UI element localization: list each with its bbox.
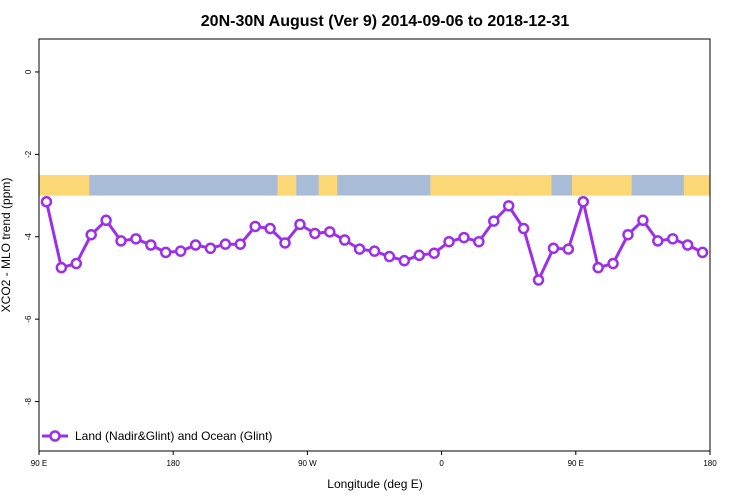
data-point-27: [443, 235, 455, 248]
x-tick-label-1: 180: [167, 459, 181, 468]
map-land-0: [39, 174, 90, 196]
data-point-40: [637, 214, 649, 227]
data-point-9: [174, 245, 187, 257]
data-point-42: [666, 233, 679, 245]
data-point-25: [413, 249, 425, 262]
data-point-3: [85, 228, 97, 241]
chart-title: 20N-30N August (Ver 9) 2014-09-06 to 201…: [201, 13, 570, 30]
data-point-6: [130, 233, 142, 245]
x-axis-label: Longitude (deg E): [327, 477, 422, 491]
data-point-11: [204, 242, 217, 255]
x-tick-label-5: 180: [703, 459, 717, 468]
data-point-36: [577, 195, 590, 208]
data-point-31: [502, 200, 515, 212]
data-point-12: [219, 238, 232, 250]
legend-marker: [49, 430, 61, 442]
y-axis: 0 -2 -4 -6 -8: [24, 69, 39, 405]
x-tick-label-4: 90 E: [568, 459, 584, 468]
data-point-18: [309, 227, 321, 240]
data-point-20: [338, 234, 351, 246]
data-point-37: [592, 261, 604, 274]
data-point-38: [607, 257, 619, 270]
x-axis: 90 E 180 90 W 0 90 E 180: [31, 451, 717, 468]
data-point-2: [70, 257, 83, 270]
data-point-32: [517, 222, 530, 235]
data-point-35: [562, 243, 575, 255]
legend: Land (Nadir&Glint) and Ocean (Glint): [42, 429, 272, 443]
map-land-2: [318, 174, 338, 196]
data-point-0: [40, 195, 53, 208]
data-point-33: [532, 274, 545, 286]
world-map-strip: [39, 174, 710, 196]
data-point-29: [473, 235, 485, 248]
data-point-19: [324, 226, 336, 238]
x-tick-label-3: 0: [439, 459, 444, 468]
y-tick-label-3: -6: [24, 315, 33, 323]
data-point-4: [100, 214, 112, 227]
data-point-39: [622, 228, 634, 241]
data-point-22: [368, 245, 381, 257]
data-point-43: [681, 239, 694, 251]
y-tick-label-1: -2: [24, 150, 33, 158]
map-land-5: [683, 174, 710, 196]
data-point-7: [145, 239, 157, 251]
data-point-28: [458, 231, 470, 244]
series-layer: [40, 195, 709, 286]
y-tick-label-0: 0: [24, 69, 33, 74]
x-tick-label-2: 90 W: [298, 459, 317, 468]
data-point-10: [189, 239, 202, 251]
plot-frame: [38, 38, 711, 452]
data-point-24: [398, 254, 411, 267]
y-axis-label: XCO2 - MLO trend (ppm): [0, 178, 13, 313]
data-point-8: [159, 246, 172, 259]
data-point-26: [428, 247, 440, 259]
data-point-16: [279, 237, 291, 249]
y-tick-label-2: -4: [24, 233, 33, 241]
data-point-23: [383, 250, 396, 263]
data-point-1: [55, 261, 68, 274]
data-point-5: [115, 235, 127, 247]
data-point-34: [547, 242, 560, 255]
data-point-15: [264, 222, 276, 235]
data-point-41: [652, 235, 664, 247]
map-land-1: [277, 174, 297, 196]
data-point-14: [249, 220, 261, 233]
map-land-4: [572, 174, 632, 196]
x-tick-label-0: 90 E: [31, 459, 47, 468]
data-point-30: [488, 215, 500, 227]
legend-label: Land (Nadir&Glint) and Ocean (Glint): [75, 429, 272, 443]
data-point-17: [294, 218, 306, 231]
y-tick-label-4: -8: [24, 397, 33, 405]
data-point-21: [353, 243, 366, 255]
data-point-44: [696, 246, 709, 259]
data-point-13: [234, 238, 247, 250]
map-land-3: [430, 174, 552, 196]
